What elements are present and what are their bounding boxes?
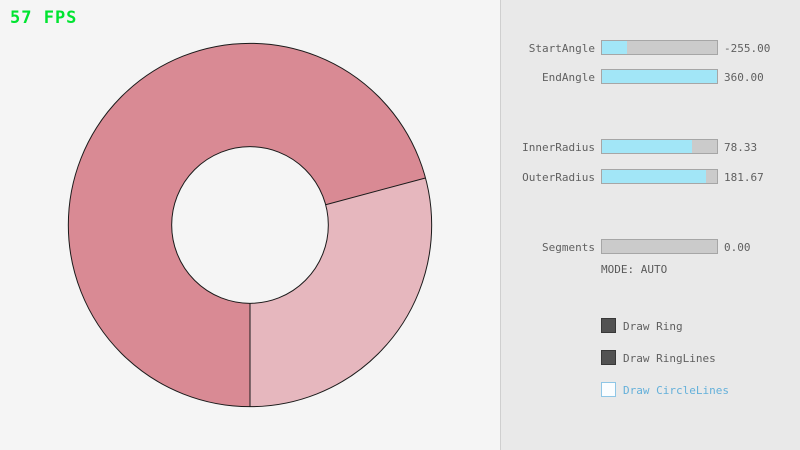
- ring-drawing: [67, 42, 433, 408]
- slider-label-outerradius: OuterRadius: [522, 171, 595, 184]
- slider-bar-innerradius[interactable]: [601, 139, 718, 154]
- slider-value-innerradius: 78.33: [724, 141, 758, 154]
- slider-fill-startangle: [602, 41, 627, 54]
- slider-label-innerradius: InnerRadius: [522, 141, 595, 154]
- ring-edge-line-right: [325, 177, 426, 206]
- slider-fill-endangle: [602, 70, 717, 83]
- checkbox-row-draw-circlelines: Draw CircleLines: [601, 382, 800, 398]
- slider-bar-endangle[interactable]: [601, 69, 718, 84]
- slider-row-endangle: EndAngle 360.00: [501, 69, 800, 84]
- checkbox-draw-circlelines[interactable]: [601, 382, 616, 397]
- segments-mode-label: MODE: AUTO: [601, 263, 668, 276]
- slider-bar-outerradius[interactable]: [601, 169, 718, 184]
- checkbox-label-draw-circlelines: Draw CircleLines: [623, 384, 729, 397]
- fps-counter: 57 FPS: [10, 8, 78, 28]
- slider-bar-startangle[interactable]: [601, 40, 718, 55]
- checkbox-label-draw-ringlines: Draw RingLines: [623, 352, 716, 365]
- slider-label-endangle: EndAngle: [542, 71, 595, 84]
- checkbox-draw-ring[interactable]: [601, 318, 616, 333]
- checkbox-row-draw-ringlines: Draw RingLines: [601, 350, 800, 366]
- ring-sector-dark: [68, 43, 426, 407]
- slider-fill-innerradius: [602, 140, 693, 153]
- slider-row-outerradius: OuterRadius 181.67: [501, 169, 800, 184]
- slider-row-startangle: StartAngle -255.00: [501, 40, 800, 55]
- slider-row-segments: Segments 0.00: [501, 239, 800, 254]
- control-panel: StartAngle -255.00 EndAngle 360.00 Inner…: [500, 0, 800, 450]
- checkbox-draw-ringlines[interactable]: [601, 350, 616, 365]
- slider-label-segments: Segments: [542, 241, 595, 254]
- checkbox-label-draw-ring: Draw Ring: [623, 320, 683, 333]
- ring-inner-outline: [171, 146, 329, 304]
- ring-sector-light: [250, 177, 432, 407]
- slider-fill-outerradius: [602, 170, 707, 183]
- checkbox-row-draw-ring: Draw Ring: [601, 318, 800, 334]
- slider-value-outerradius: 181.67: [724, 171, 764, 184]
- slider-label-startangle: StartAngle: [528, 42, 595, 55]
- slider-value-startangle: -255.00: [724, 42, 771, 55]
- slider-row-innerradius: InnerRadius 78.33: [501, 139, 800, 154]
- slider-bar-segments[interactable]: [601, 239, 718, 254]
- slider-value-segments: 0.00: [724, 241, 751, 254]
- slider-value-endangle: 360.00: [724, 71, 764, 84]
